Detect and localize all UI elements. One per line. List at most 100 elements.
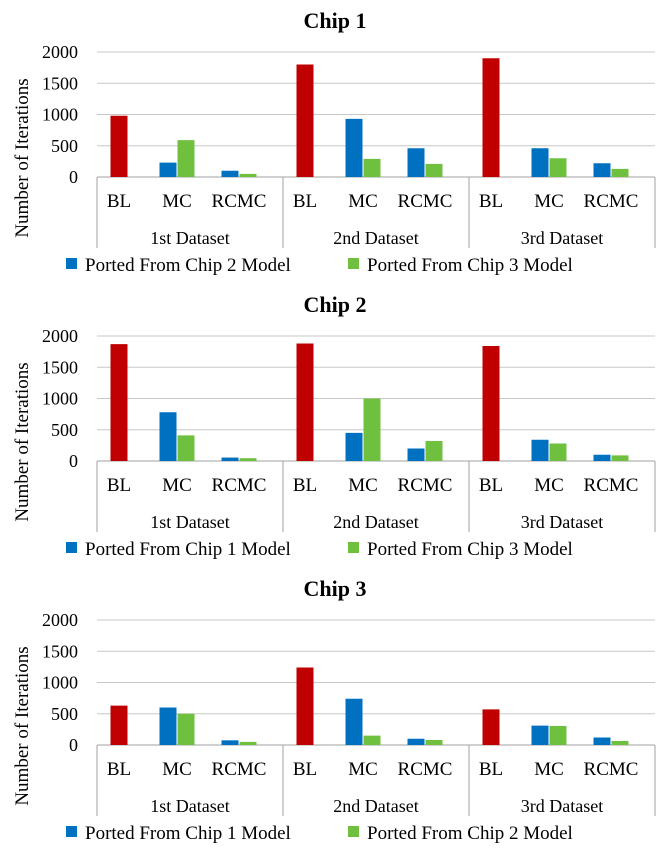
chart-title: Chip 2 <box>304 292 367 317</box>
group-label: 3rd Dataset <box>521 228 603 248</box>
group-label: 2nd Dataset <box>333 228 418 248</box>
bar-1st-dataset-rcmc-s1 <box>221 740 239 745</box>
bar-2nd-dataset-mc-s1 <box>345 432 363 461</box>
category-label: BL <box>479 191 503 212</box>
category-label: BL <box>107 191 131 212</box>
category-label: RCMC <box>212 191 267 212</box>
category-label: RCMC <box>398 191 453 212</box>
legend-label: Ported From Chip 3 Model <box>367 539 573 560</box>
category-label: BL <box>107 475 131 496</box>
bar-2nd-dataset-rcmc-s2 <box>425 441 443 461</box>
bar-1st-dataset-mc-s2 <box>177 140 195 177</box>
group-label: 3rd Dataset <box>521 796 603 816</box>
bar-3rd-dataset-rcmc-s2 <box>611 455 629 461</box>
bar-3rd-dataset-mc-s1 <box>531 725 549 745</box>
bar-1st-dataset-rcmc-s2 <box>239 458 257 461</box>
bar-2nd-dataset-rcmc-s1 <box>407 148 425 177</box>
y-tick-label: 0 <box>69 451 78 471</box>
y-tick-label: 500 <box>51 420 78 440</box>
category-label: MC <box>534 475 564 496</box>
bar-1st-dataset-mc-s2 <box>177 713 195 745</box>
bar-1st-dataset-rcmc-s1 <box>221 170 239 177</box>
bar-3rd-dataset-rcmc-s2 <box>611 740 629 745</box>
group-label: 2nd Dataset <box>333 796 418 816</box>
bar-1st-dataset-rcmc-s2 <box>239 173 257 177</box>
group-label: 1st Dataset <box>150 228 229 248</box>
legend-swatch <box>66 826 77 837</box>
y-tick-label: 0 <box>69 735 78 755</box>
chart-panel-2: Chip 2 0 500 1000 1500 2000 Number of Iteratio… <box>12 292 656 560</box>
y-axis-label: Number of Iterations <box>12 78 33 237</box>
y-axis-label: Number of Iterations <box>12 362 33 521</box>
legend-label: Ported From Chip 3 Model <box>367 255 573 276</box>
category-label: BL <box>293 759 317 780</box>
bar-1st-dataset-mc-s1 <box>159 412 177 461</box>
category-label: MC <box>348 191 378 212</box>
bar-1st-dataset-bl-s0 <box>110 344 128 461</box>
bar-2nd-dataset-rcmc-s1 <box>407 738 425 745</box>
category-label: RCMC <box>584 759 639 780</box>
category-label: MC <box>348 759 378 780</box>
legend-label: Ported From Chip 2 Model <box>85 255 291 276</box>
legend-swatch <box>348 542 359 553</box>
bar-1st-dataset-mc-s1 <box>159 162 177 177</box>
category-label: MC <box>534 759 564 780</box>
category-label: MC <box>162 759 192 780</box>
category-label: BL <box>293 475 317 496</box>
bar-3rd-dataset-mc-s2 <box>549 725 567 745</box>
legend-swatch <box>66 258 77 269</box>
y-tick-label: 1500 <box>42 641 78 661</box>
y-tick-label: 2000 <box>42 326 78 346</box>
bar-3rd-dataset-rcmc-s1 <box>593 737 611 745</box>
legend-swatch <box>348 826 359 837</box>
legend-label: Ported From Chip 1 Model <box>85 539 291 560</box>
category-label: BL <box>479 759 503 780</box>
bar-3rd-dataset-rcmc-s1 <box>593 454 611 461</box>
bar-3rd-dataset-bl-s0 <box>482 346 500 461</box>
category-label: RCMC <box>398 475 453 496</box>
bar-2nd-dataset-rcmc-s2 <box>425 740 443 745</box>
bar-1st-dataset-bl-s0 <box>110 115 128 177</box>
bar-2nd-dataset-bl-s0 <box>296 667 314 745</box>
bar-3rd-dataset-mc-s1 <box>531 439 549 461</box>
chart-panel-3: Chip 3 0 500 1000 1500 2000 Number of Iteratio… <box>12 576 656 844</box>
bar-1st-dataset-rcmc-s1 <box>221 457 239 461</box>
category-label: BL <box>479 475 503 496</box>
category-label: BL <box>293 191 317 212</box>
y-tick-label: 1000 <box>42 105 78 125</box>
y-tick-label: 1500 <box>42 357 78 377</box>
legend-swatch <box>348 258 359 269</box>
y-tick-label: 2000 <box>42 42 78 62</box>
bar-3rd-dataset-mc-s2 <box>549 443 567 461</box>
group-label: 1st Dataset <box>150 512 229 532</box>
bar-3rd-dataset-rcmc-s2 <box>611 168 629 177</box>
chart-title: Chip 3 <box>304 576 367 601</box>
y-axis-label: Number of Iterations <box>12 646 33 805</box>
y-tick-label: 1500 <box>42 73 78 93</box>
y-tick-label: 500 <box>51 136 78 156</box>
category-label: BL <box>107 759 131 780</box>
bar-2nd-dataset-rcmc-s1 <box>407 448 425 461</box>
bar-3rd-dataset-mc-s1 <box>531 148 549 177</box>
bar-3rd-dataset-bl-s0 <box>482 58 500 177</box>
y-tick-label: 1000 <box>42 389 78 409</box>
category-label: MC <box>162 191 192 212</box>
bar-2nd-dataset-bl-s0 <box>296 343 314 461</box>
category-label: MC <box>534 191 564 212</box>
y-tick-label: 0 <box>69 167 78 187</box>
bar-3rd-dataset-mc-s2 <box>549 158 567 177</box>
bar-2nd-dataset-mc-s2 <box>363 158 381 177</box>
group-label: 2nd Dataset <box>333 512 418 532</box>
bar-2nd-dataset-mc-s1 <box>345 698 363 745</box>
chart-panel-1: Chip 1 0 500 1000 1500 2000 Number of Iteratio… <box>12 8 656 276</box>
legend-label: Ported From Chip 2 Model <box>367 823 573 844</box>
y-tick-label: 2000 <box>42 610 78 630</box>
bar-3rd-dataset-rcmc-s1 <box>593 163 611 177</box>
bar-3rd-dataset-bl-s0 <box>482 709 500 745</box>
chart-title: Chip 1 <box>304 8 367 33</box>
bar-2nd-dataset-rcmc-s2 <box>425 163 443 177</box>
bar-1st-dataset-mc-s1 <box>159 707 177 745</box>
category-label: MC <box>162 475 192 496</box>
bar-2nd-dataset-mc-s2 <box>363 735 381 745</box>
